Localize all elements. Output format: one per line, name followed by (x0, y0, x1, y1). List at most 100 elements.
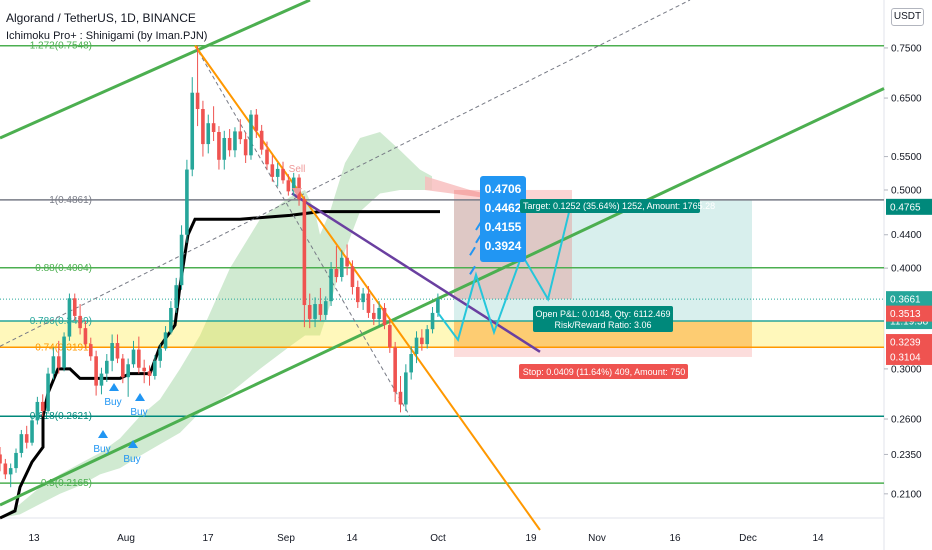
y-tick-label: 0.6500 (891, 94, 922, 105)
target-label: Target: 0.1252 (35.64%) 1252, Amount: 17… (523, 201, 715, 211)
risk-reward-label: Risk/Reward Ratio: 3.06 (554, 320, 651, 330)
candle-body (393, 347, 397, 392)
candle-body (56, 356, 61, 368)
candle-body (355, 287, 360, 303)
candle-body (291, 177, 296, 192)
candle-body (259, 130, 264, 150)
candle-body (281, 168, 285, 181)
buy-signal-label: Buy (104, 397, 121, 408)
candle-body (158, 348, 162, 361)
candle-body (366, 293, 371, 313)
chart-title: Algorand / TetherUS, 1D, BINANCE (6, 11, 196, 25)
buy-arrow-icon (135, 393, 145, 401)
y-tick-label: 0.4000 (891, 264, 922, 275)
candle-body (147, 371, 152, 376)
fib-label: 1(0.4861) (49, 195, 92, 206)
candle-body (0, 454, 2, 464)
candle-body (126, 364, 130, 378)
price-tag: 0.3239 (890, 338, 921, 349)
candle-body (372, 312, 376, 319)
candle-body (302, 199, 307, 306)
candle-body (286, 180, 291, 192)
x-tick-label: Oct (430, 533, 446, 544)
candle-body (323, 301, 328, 315)
buy-signal-label: Buy (93, 444, 110, 455)
candle-body (329, 269, 333, 302)
target-label-bg (520, 199, 700, 213)
candle-body (377, 307, 381, 319)
lower-channel-line (0, 87, 885, 507)
candle-body (307, 305, 312, 319)
fib-label: 0.618(0.2621) (30, 411, 92, 422)
candle-body (222, 137, 227, 160)
candle-body (270, 164, 275, 177)
candle-body (243, 139, 248, 156)
pnl-label-bg (533, 306, 673, 332)
y-tick-label: 0.4400 (891, 230, 922, 241)
candle-body (179, 234, 184, 286)
x-tick-label: Aug (117, 533, 135, 544)
projection-box (480, 176, 526, 262)
candle-body (163, 332, 168, 349)
price-tag-bg (886, 305, 932, 322)
candle-body (404, 372, 408, 405)
candle-body (88, 344, 93, 357)
candle-body (238, 131, 243, 140)
axis-price-labels: 0.4765 0.3661 11:19:580.3513 0.3239 0.3104 (886, 198, 932, 365)
sell-arrow-icon (292, 188, 302, 196)
candle-body (425, 329, 429, 345)
candle-body (275, 168, 280, 177)
x-tick-label: 14 (812, 533, 824, 544)
candle-body (265, 149, 269, 165)
candle-body (174, 285, 179, 308)
y-tick-label: 0.7500 (891, 43, 922, 54)
price-tag-bg (886, 348, 932, 365)
candle-body (313, 304, 317, 319)
projection-value: 0.4706 (485, 182, 522, 196)
currency-selector[interactable]: USDT (891, 8, 924, 26)
candle-body (35, 401, 40, 421)
price-tag: 11:19:58 (890, 317, 929, 328)
sell-signal-label: Sell (289, 164, 306, 175)
candle-body (121, 358, 125, 378)
price-tag: 0.3513 (890, 309, 921, 320)
candle-body (233, 131, 237, 151)
projection-value: 0.4462 (485, 201, 522, 215)
candle-body (254, 114, 259, 131)
y-tick-label: 0.2350 (891, 450, 922, 461)
candle-body (46, 373, 50, 412)
fib-label: 0.88(0.4004) (35, 263, 92, 274)
candle-body (142, 367, 146, 372)
candle-body (131, 349, 136, 365)
candle-body (409, 354, 413, 373)
price-tag-bg (886, 291, 932, 308)
price-tag: 0.3104 (890, 352, 921, 363)
candle-body (51, 356, 56, 374)
stop-label: Stop: 0.0409 (11.64%) 409, Amount: 750 (523, 367, 685, 377)
y-tick-label: 0.2600 (891, 415, 922, 426)
position-labels: Target: 0.1252 (35.64%) 1252, Amount: 17… (519, 199, 715, 379)
candle-body (436, 299, 440, 313)
buy-arrow-icon (128, 440, 138, 448)
candle-body (195, 92, 200, 110)
candle-body (3, 463, 8, 475)
candle-body (30, 420, 34, 443)
indicator-name: Ichimoku Pro+ : Shinigami (by Iman.PJN) (6, 30, 208, 42)
candle-body (8, 468, 13, 475)
candle-body (334, 269, 339, 277)
y-tick-label: 0.2100 (891, 489, 922, 500)
price-tag-bg (886, 334, 932, 351)
buy-arrow-icon (98, 430, 108, 438)
candle-body (361, 293, 365, 303)
fib-label: 0.5(0.2165) (41, 478, 92, 489)
candle-body (217, 131, 221, 160)
ichimoku-cloud (0, 132, 432, 518)
y-tick-label: 0.5500 (891, 152, 922, 163)
x-tick-label: 17 (202, 533, 214, 544)
upper-channel-line (0, 0, 311, 140)
candle-body (318, 304, 323, 315)
price-tag: 0.4765 (890, 202, 921, 213)
candle-body (24, 434, 29, 443)
candle-body (169, 307, 173, 333)
